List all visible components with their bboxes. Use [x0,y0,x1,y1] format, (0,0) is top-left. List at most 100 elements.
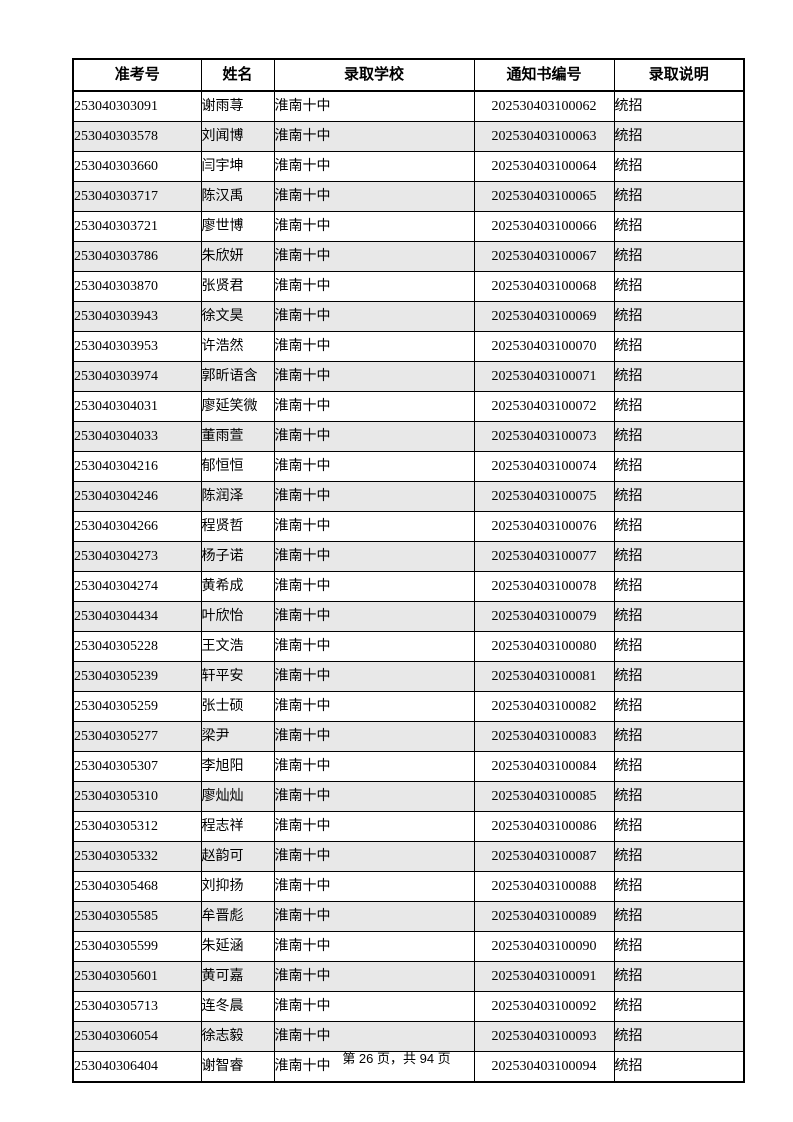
cell-exam-no: 253040305239 [72,661,202,692]
cell-notice-no: 202530403100080 [473,631,615,662]
cell-name: 黄希成 [200,571,275,602]
cell-notice-no: 202530403100083 [473,721,615,752]
cell-exam-no: 253040304434 [72,601,202,632]
table-row: 253040303870 张贤君 淮南十中 202530403100068 统招 [72,271,745,302]
cell-school: 淮南十中 [273,121,475,152]
cell-notice-no: 202530403100074 [473,451,615,482]
cell-note: 统招 [613,90,745,122]
table-row: 253040305239 轩平安 淮南十中 202530403100081 统招 [72,661,745,692]
cell-note: 统招 [613,1051,745,1083]
table-row: 253040304274 黄希成 淮南十中 202530403100078 统招 [72,571,745,602]
cell-notice-no: 202530403100064 [473,151,615,182]
cell-exam-no: 253040305601 [72,961,202,992]
cell-notice-no: 202530403100087 [473,841,615,872]
cell-exam-no: 253040305713 [72,991,202,1022]
table-row: 253040303786 朱欣妍 淮南十中 202530403100067 统招 [72,241,745,272]
table-row: 253040303721 廖世博 淮南十中 202530403100066 统招 [72,211,745,242]
cell-school: 淮南十中 [273,1051,475,1083]
cell-exam-no: 253040305277 [72,721,202,752]
cell-exam-no: 253040306054 [72,1021,202,1052]
cell-exam-no: 253040303660 [72,151,202,182]
cell-notice-no: 202530403100072 [473,391,615,422]
cell-name: 李旭阳 [200,751,275,782]
cell-name: 连冬晨 [200,991,275,1022]
table-row: 253040305601 黄可嘉 淮南十中 202530403100091 统招 [72,961,745,992]
column-header-exam-no: 准考号 [72,58,202,92]
page-number-footer: 第 26 页，共 94 页 [342,1051,451,1066]
table-row: 253040305259 张士硕 淮南十中 202530403100082 统招 [72,691,745,722]
cell-exam-no: 253040305332 [72,841,202,872]
cell-exam-no: 253040305228 [72,631,202,662]
cell-name: 徐文昊 [200,301,275,332]
table-row: 253040305228 王文浩 淮南十中 202530403100080 统招 [72,631,745,662]
column-header-school: 录取学校 [273,58,475,92]
cell-name: 张贤君 [200,271,275,302]
cell-exam-no: 253040304274 [72,571,202,602]
cell-notice-no: 202530403100070 [473,331,615,362]
cell-name: 郭昕语含 [200,361,275,392]
table-row: 253040304273 杨子诺 淮南十中 202530403100077 统招 [72,541,745,572]
cell-note: 统招 [613,361,745,392]
cell-note: 统招 [613,451,745,482]
cell-school: 淮南十中 [273,90,475,122]
table-row: 253040304266 程贤哲 淮南十中 202530403100076 统招 [72,511,745,542]
table-row: 253040304434 叶欣怡 淮南十中 202530403100079 统招 [72,601,745,632]
cell-exam-no: 253040303091 [72,90,202,122]
table-row: 253040303953 许浩然 淮南十中 202530403100070 统招 [72,331,745,362]
cell-school: 淮南十中 [273,901,475,932]
cell-note: 统招 [613,781,745,812]
cell-note: 统招 [613,181,745,212]
cell-name: 郁恒恒 [200,451,275,482]
cell-school: 淮南十中 [273,151,475,182]
cell-school: 淮南十中 [273,781,475,812]
cell-note: 统招 [613,391,745,422]
cell-note: 统招 [613,301,745,332]
table-row: 253040303943 徐文昊 淮南十中 202530403100069 统招 [72,301,745,332]
cell-school: 淮南十中 [273,481,475,512]
cell-notice-no: 202530403100075 [473,481,615,512]
cell-notice-no: 202530403100078 [473,571,615,602]
cell-exam-no: 253040304033 [72,421,202,452]
cell-notice-no: 202530403100089 [473,901,615,932]
cell-name: 黄可嘉 [200,961,275,992]
cell-notice-no: 202530403100085 [473,781,615,812]
table-row: 253040305307 李旭阳 淮南十中 202530403100084 统招 [72,751,745,782]
cell-exam-no: 253040304266 [72,511,202,542]
cell-exam-no: 253040305310 [72,781,202,812]
table-row: 253040303091 谢雨荨 淮南十中 202530403100062 统招 [72,90,745,122]
cell-note: 统招 [613,661,745,692]
cell-notice-no: 202530403100067 [473,241,615,272]
cell-notice-no: 202530403100094 [473,1051,615,1083]
cell-name: 廖世博 [200,211,275,242]
cell-school: 淮南十中 [273,361,475,392]
cell-note: 统招 [613,571,745,602]
cell-school: 淮南十中 [273,271,475,302]
cell-notice-no: 202530403100091 [473,961,615,992]
cell-name: 谢雨荨 [200,90,275,122]
table-row: 253040304033 董雨萱 淮南十中 202530403100073 统招 [72,421,745,452]
cell-note: 统招 [613,961,745,992]
column-header-note: 录取说明 [613,58,745,92]
table-row: 253040303660 闫宇坤 淮南十中 202530403100064 统招 [72,151,745,182]
cell-name: 刘闻博 [200,121,275,152]
cell-note: 统招 [613,271,745,302]
cell-note: 统招 [613,811,745,842]
cell-school: 淮南十中 [273,511,475,542]
cell-school: 淮南十中 [273,331,475,362]
cell-exam-no: 253040303953 [72,331,202,362]
cell-notice-no: 202530403100084 [473,751,615,782]
cell-exam-no: 253040303717 [72,181,202,212]
table-row: 253040305332 赵韵可 淮南十中 202530403100087 统招 [72,841,745,872]
cell-notice-no: 202530403100093 [473,1021,615,1052]
cell-name: 轩平安 [200,661,275,692]
cell-notice-no: 202530403100071 [473,361,615,392]
cell-note: 统招 [613,241,745,272]
cell-school: 淮南十中 [273,541,475,572]
cell-exam-no: 253040305599 [72,931,202,962]
cell-notice-no: 202530403100077 [473,541,615,572]
cell-note: 统招 [613,541,745,572]
cell-note: 统招 [613,151,745,182]
table-row: 253040304031 廖延笑微 淮南十中 202530403100072 统招 [72,391,745,422]
cell-exam-no: 253040304031 [72,391,202,422]
cell-exam-no: 253040305585 [72,901,202,932]
